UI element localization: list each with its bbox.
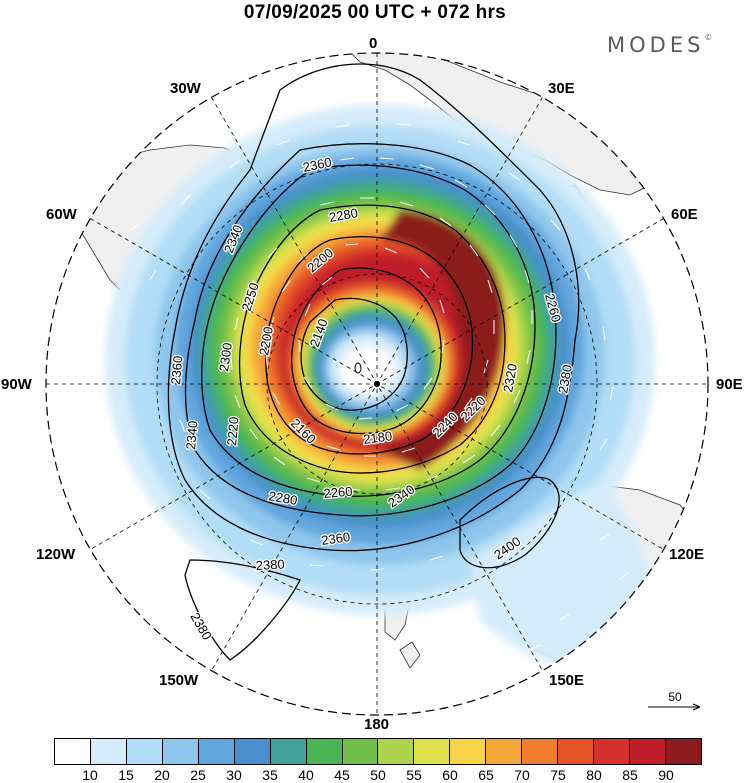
colorbar-segment (522, 739, 559, 764)
lon-label-90e: 90E (716, 376, 743, 393)
height-contours (167, 63, 580, 661)
contour-label-2280-bottom: 2280 (267, 488, 298, 508)
colorbar-labels: 10 15 20 25 30 35 40 45 50 55 60 65 70 75 80 85 90 (54, 767, 702, 783)
lon-label-120w: 120W (36, 546, 76, 563)
contour-label-2360-bottom: 2360 (320, 529, 351, 548)
colorbar-tick-label: 90 (658, 767, 674, 783)
map-title: 07/09/2025 00 UTC + 072 hrs (243, 2, 507, 23)
colorbar-tick-label: 30 (226, 767, 242, 783)
colorbar-tick-label: 80 (586, 767, 602, 783)
colorbar-segment (90, 739, 127, 764)
wind-speed-shading (105, 105, 655, 669)
colorbar-tick-label: 40 (298, 767, 314, 783)
lon-label-30w: 30W (170, 80, 201, 97)
colorbar-tick-label: 75 (550, 767, 566, 783)
colorbar-tick-label: 70 (514, 767, 530, 783)
colorbar-segment (270, 739, 307, 764)
colorbar-tick-label: 15 (118, 767, 134, 783)
south-pole-marker (374, 381, 380, 387)
small-contour-loop (354, 362, 362, 374)
colorbar-segment (306, 739, 343, 764)
contour-label-2300: 2300 (216, 342, 235, 373)
contour-label-2380-right: 2380 (555, 363, 575, 394)
colorbar-segment (234, 739, 271, 764)
wind-speed-colorbar (54, 738, 702, 765)
colorbar-segment (198, 739, 235, 764)
colorbar-segment (594, 739, 630, 764)
colorbar-segment (126, 739, 163, 764)
contour-label-2280: 2280 (328, 205, 359, 225)
colorbar-tick-label: 60 (442, 767, 458, 783)
colorbar-tick-label: 65 (478, 767, 494, 783)
colorbar-segment (342, 739, 379, 764)
colorbar-segment (162, 739, 199, 764)
contour-label-2180: 2180 (362, 428, 393, 447)
colorbar-segment (630, 739, 666, 764)
colorbar-segment (378, 739, 415, 764)
lon-label-180: 180 (364, 716, 390, 733)
contour-label-2360-left: 2360 (168, 355, 185, 385)
modes-logo: MODES© (607, 33, 713, 57)
lon-label-150w: 150W (159, 672, 199, 689)
africa-land (349, 53, 651, 196)
reference-vector (648, 703, 701, 711)
contour-label-2380-bottom: 2380 (255, 557, 285, 573)
colorbar-segment (450, 739, 487, 764)
lon-label-60e: 60E (671, 206, 698, 223)
contour-label-2260-bottom: 2260 (323, 484, 353, 501)
colorbar-segment (55, 739, 91, 764)
colorbar-segment (414, 739, 451, 764)
colorbar-tick-label: 45 (334, 767, 350, 783)
contour-label-2200-left: 2200 (256, 325, 276, 356)
colorbar-tick-label: 85 (622, 767, 638, 783)
lon-label-60w: 60W (46, 206, 77, 223)
lon-label-120e: 120E (669, 546, 705, 563)
colorbar-tick-label: 10 (82, 767, 98, 783)
contour-label-2320: 2320 (500, 362, 520, 393)
lon-label-0: 0 (369, 35, 378, 52)
contour-label-2360-top: 2360 (302, 154, 333, 175)
contour-label-2220-left: 2220 (224, 416, 241, 446)
lon-label-150e: 150E (549, 672, 585, 689)
colorbar-tick-label: 50 (370, 767, 386, 783)
reference-vector-label: 50 (668, 690, 682, 704)
colorbar-tick-label: 55 (406, 767, 422, 783)
colorbar-tick-label: 20 (154, 767, 170, 783)
lon-label-30e: 30E (548, 80, 575, 97)
colorbar-segment (486, 739, 523, 764)
colorbar-tick-label: 25 (190, 767, 206, 783)
colorbar-segment (665, 739, 701, 764)
lon-label-90w: 90W (1, 376, 32, 393)
map-boundary (45, 52, 709, 716)
colorbar-segment (558, 739, 595, 764)
colorbar-tick-label: 35 (262, 767, 278, 783)
contour-label-2340-lower: 2340 (183, 420, 200, 450)
